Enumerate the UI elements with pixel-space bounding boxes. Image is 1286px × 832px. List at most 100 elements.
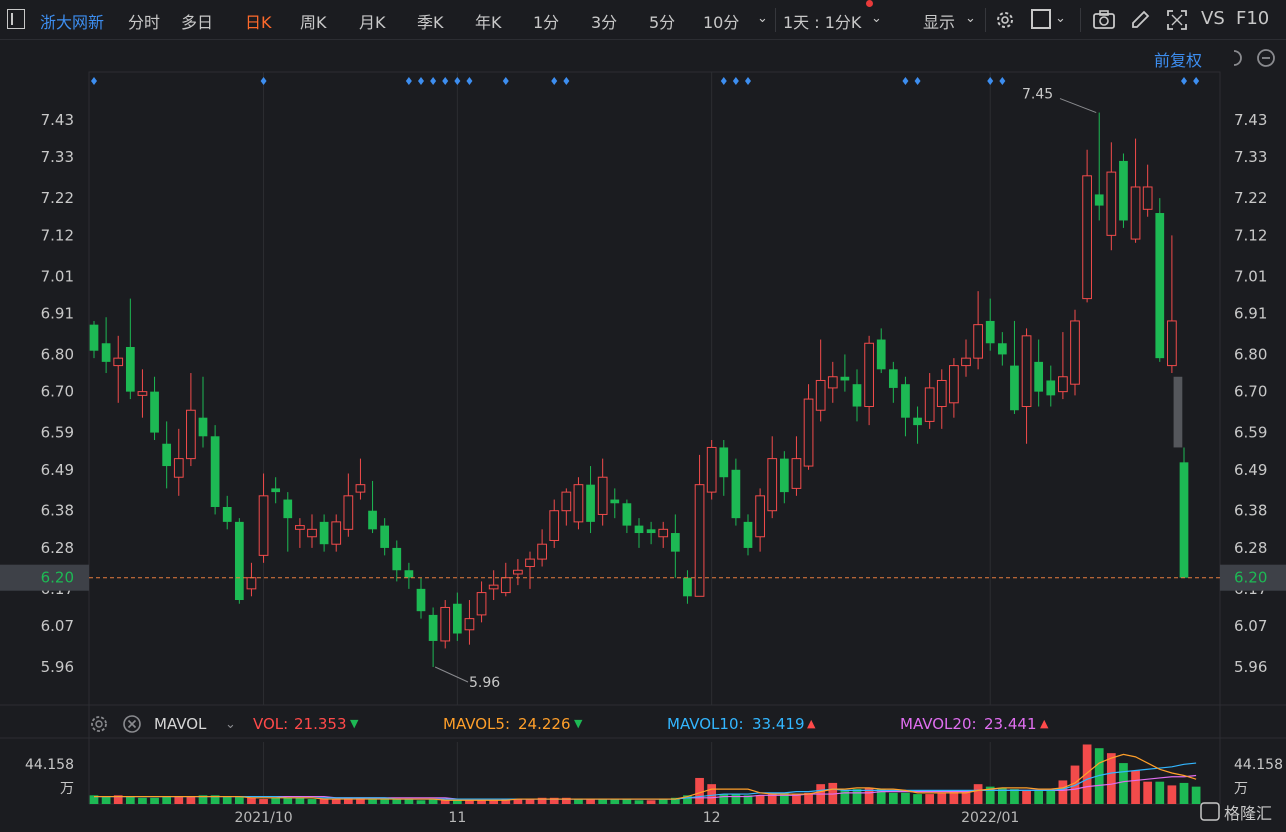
volume-bar <box>368 799 377 804</box>
volume-bar <box>513 799 523 804</box>
volume-bar <box>428 799 438 804</box>
candle-body <box>307 528 317 538</box>
volume-bar <box>925 794 935 804</box>
volume-bar <box>574 799 583 804</box>
price-tick-label-right: 6.28 <box>1234 539 1267 557</box>
candle-body <box>1034 361 1044 392</box>
indicator-chevron-icon[interactable]: ⌄ <box>225 717 236 732</box>
period-more-chevron-icon[interactable]: ⌄ <box>757 11 768 26</box>
display-menu[interactable]: 显示 <box>923 13 956 32</box>
price-tick-label-left: 6.38 <box>41 502 74 520</box>
volume-bar <box>973 784 983 804</box>
event-marker-icon <box>1193 77 1200 85</box>
vs-compare-button[interactable]: VS <box>1201 8 1225 29</box>
event-marker-icon <box>1181 77 1187 85</box>
candle-body <box>755 495 765 538</box>
candle-body <box>125 346 135 392</box>
chart-toolbar: 浙大网新 分时 多日 日K 周K 月K 季K 年K 1分 3分 5分 10分 ⌄… <box>0 0 1286 40</box>
candle-body <box>162 443 172 467</box>
price-tick-label-left: 7.01 <box>41 267 74 285</box>
interval-chevron-icon[interactable]: ⌄ <box>871 11 882 26</box>
vol-label: VOL: <box>253 715 289 733</box>
volume-bar <box>913 794 922 804</box>
collapse-icon[interactable] <box>1256 48 1276 68</box>
volume-bar <box>1131 770 1140 804</box>
close-icon[interactable] <box>122 714 142 734</box>
price-tick-label-left: 7.33 <box>41 148 74 166</box>
period-tab-quarterly[interactable]: 季K <box>417 13 444 32</box>
period-tab-multiday[interactable]: 多日 <box>181 13 214 32</box>
volume-bar <box>840 790 850 804</box>
event-marker-icon <box>914 77 921 85</box>
volume-bar <box>380 799 390 804</box>
volume-bar <box>125 796 135 804</box>
candle-body <box>101 343 111 362</box>
mavol5-line <box>94 753 1197 801</box>
price-tick-label-right: 7.43 <box>1234 111 1267 129</box>
gap-box <box>1173 376 1183 448</box>
volume-bar <box>162 796 172 804</box>
candle-body <box>222 506 232 522</box>
f10-button[interactable]: F10 <box>1236 8 1270 29</box>
layout-box-icon[interactable] <box>1031 9 1051 29</box>
candle-body <box>476 592 487 616</box>
candle-body <box>658 528 669 538</box>
period-tab-5min[interactable]: 5分 <box>649 13 676 32</box>
period-tab-weekly[interactable]: 周K <box>300 13 327 32</box>
panel-toggle-icon[interactable] <box>7 9 25 29</box>
candle-body <box>1142 186 1153 210</box>
candle-body <box>767 458 778 512</box>
volume-bar <box>949 791 959 804</box>
volume-bar <box>876 789 886 804</box>
volume-bar <box>307 799 317 804</box>
stock-name[interactable]: 浙大网新 <box>40 13 105 32</box>
event-marker-icon <box>551 77 558 85</box>
candle-body <box>1179 462 1189 578</box>
volume-bar <box>283 797 293 804</box>
event-marker-icon <box>999 77 1006 85</box>
price-tick-label-left: 6.70 <box>41 383 74 401</box>
candle-body <box>173 458 184 478</box>
candle-body <box>537 543 547 560</box>
price-adjust-selector[interactable]: 前复权 <box>1154 51 1203 70</box>
volume-bar <box>561 797 571 804</box>
candle-body <box>719 447 729 478</box>
price-tick-label-left: 6.07 <box>41 617 74 635</box>
watermark-text: 格隆汇 <box>1224 804 1272 823</box>
camera-icon[interactable] <box>1092 9 1116 31</box>
period-tab-1min[interactable]: 1分 <box>533 13 560 32</box>
volume-bar <box>658 799 668 804</box>
interval-selector[interactable]: 1天 : 1分K <box>783 13 862 32</box>
period-tab-daily[interactable]: 日K <box>245 13 272 32</box>
event-marker-icon <box>502 77 509 85</box>
volume-bar <box>1167 785 1177 804</box>
indicator-name[interactable]: MAVOL <box>154 715 207 733</box>
period-tab-monthly[interactable]: 月K <box>359 13 386 32</box>
candle-body <box>355 484 366 493</box>
candle-body <box>137 391 148 396</box>
pencil-icon[interactable] <box>1129 9 1151 31</box>
candle-body <box>295 525 305 530</box>
gear-icon[interactable] <box>994 9 1016 31</box>
candle-body <box>283 499 293 519</box>
volume-bar <box>452 800 462 804</box>
gear-icon[interactable] <box>89 714 109 734</box>
candle-body <box>961 357 971 367</box>
fullscreen-icon[interactable] <box>1166 9 1188 31</box>
period-tab-yearly[interactable]: 年K <box>475 13 502 32</box>
volume-bar <box>1010 789 1019 804</box>
price-tick-label-right: 6.38 <box>1234 502 1267 520</box>
volume-bar <box>356 797 365 804</box>
candle-body <box>827 376 838 389</box>
candle-body <box>779 458 789 493</box>
volume-bar <box>113 795 123 804</box>
period-tab-intraday[interactable]: 分时 <box>128 13 161 32</box>
candle-body <box>464 618 475 631</box>
display-chevron-icon[interactable]: ⌄ <box>965 11 976 26</box>
candle-body <box>210 436 220 507</box>
period-tab-3min[interactable]: 3分 <box>591 13 618 32</box>
undo-icon[interactable] <box>1228 48 1248 68</box>
layout-chevron-icon[interactable]: ⌄ <box>1055 11 1066 26</box>
period-tab-10min[interactable]: 10分 <box>703 13 740 32</box>
